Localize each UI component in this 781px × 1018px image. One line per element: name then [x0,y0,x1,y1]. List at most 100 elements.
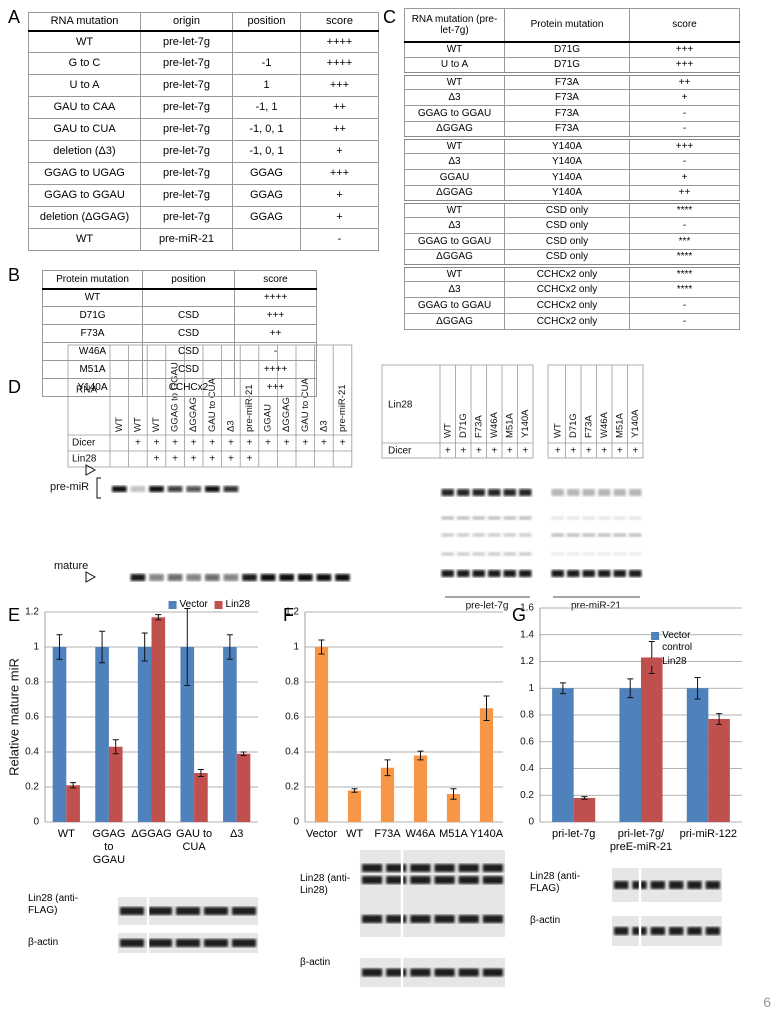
header-cell: Protein mutation [504,8,630,43]
y-tick-label: 1.2 [285,607,299,618]
gel-band [629,516,642,520]
gel-band [582,489,595,496]
table-cell: - [234,342,317,361]
blot-band [120,939,144,947]
table-cell: ΔGGAG [404,185,505,202]
y-tick-label: 1 [293,642,299,653]
gel-band [441,516,454,520]
table-row: M51A CSD ++++ [42,360,317,379]
table-row: Δ3 CSD only - [404,217,740,234]
gel-band [260,574,276,581]
x-tick-label: M51A [439,828,468,840]
table-cell: WT [404,71,505,90]
gel-band [457,489,470,496]
table-cell: pre-let-7g [140,206,233,229]
lane-label: Y140A [520,409,531,438]
table-cell: **** [629,281,740,298]
data-table: Protein mutation position score WT ++++ D71G C… [42,270,317,397]
legend-label: Lin28 [662,656,687,667]
lane-mark: + [247,438,253,449]
table-cell [142,288,235,307]
table-cell: GAU to CAA [28,96,141,119]
table-cell: + [629,89,740,106]
y-tick-label: 1.6 [520,603,534,614]
lane-label: WT [552,423,563,438]
blot [612,868,722,902]
blot-band [410,915,431,923]
table-cell: GGAG [232,206,301,229]
lane-mark: + [586,446,592,457]
gel-band [488,552,501,556]
gel-band [503,489,516,496]
lane-mark: + [209,438,215,449]
gel-band [472,516,485,520]
gel-band [242,574,257,581]
blot-band [482,876,503,884]
table-cell: GGAG to GGAU [404,105,505,122]
y-tick-label: 0.6 [520,736,534,747]
bar [194,773,208,822]
table-cell: ++ [300,96,379,119]
band-arrow [85,571,97,583]
gel-band [167,486,183,492]
y-axis-label: Relative mature miR [6,658,21,776]
gel-band [551,533,564,537]
error-bar [318,639,325,655]
table-cell: Δ3 [404,281,505,298]
table-cell: ++ [300,118,379,141]
gel-band [598,516,611,520]
blot-band [687,927,702,935]
table-cell: pre-miR-21 [140,228,233,251]
error-bar [483,695,490,721]
lane-mark: + [460,446,466,457]
blot-band [386,915,407,923]
table-cell: +++ [629,57,740,74]
table-cell: GAU to CUA [28,118,141,141]
table-cell: ++++ [300,30,379,53]
gel-band [613,552,626,556]
table-cell: CSD only [504,249,630,266]
table-cell: Y140A [504,135,630,154]
table-cell: D71G [504,41,630,58]
gel-band [223,486,239,492]
table-cell: pre-let-7g [140,96,233,119]
blot-band [148,907,172,915]
gel-band [335,574,350,581]
gel-band [629,533,642,537]
blot-band [386,876,407,884]
blot [612,916,722,946]
table-cell: WT [404,199,505,218]
table-cell [232,228,301,251]
table-cell: CSD [142,342,235,361]
gel-header-box [547,364,644,459]
table-cell: +++ [234,306,317,325]
table-cell: D71G [42,306,143,325]
gel-band [472,552,485,556]
header-cell: score [300,12,379,32]
table-cell: - [629,105,740,122]
y-tick-label: 0.8 [285,677,299,688]
blot-band [410,864,431,872]
header-cell: Protein mutation [42,270,143,290]
error-bar [112,739,119,755]
x-tick-label: WT [345,828,364,840]
table-cell: Y140A [504,185,630,202]
error-bar [627,678,634,699]
table-cell: WT [404,263,505,282]
lane-label: pre-miR-21 [244,384,255,432]
gel-band [457,516,470,520]
gel-band [298,574,313,581]
table-cell: WT [404,41,505,58]
table-row: GGAG to UGAG pre-let-7g GGAG +++ [28,162,379,185]
bar [180,647,195,822]
panel-label: B [8,265,21,285]
lane-label: D71G [458,413,469,438]
blot-band [386,968,407,977]
table-cell: pre-let-7g [140,52,233,75]
table-row: U to A D71G +++ [404,57,740,74]
table-cell: Δ3 [404,89,505,106]
blot-band [458,915,479,923]
lane-mark: + [135,438,141,449]
gel-band [613,533,626,537]
table-cell: WT [28,228,141,251]
